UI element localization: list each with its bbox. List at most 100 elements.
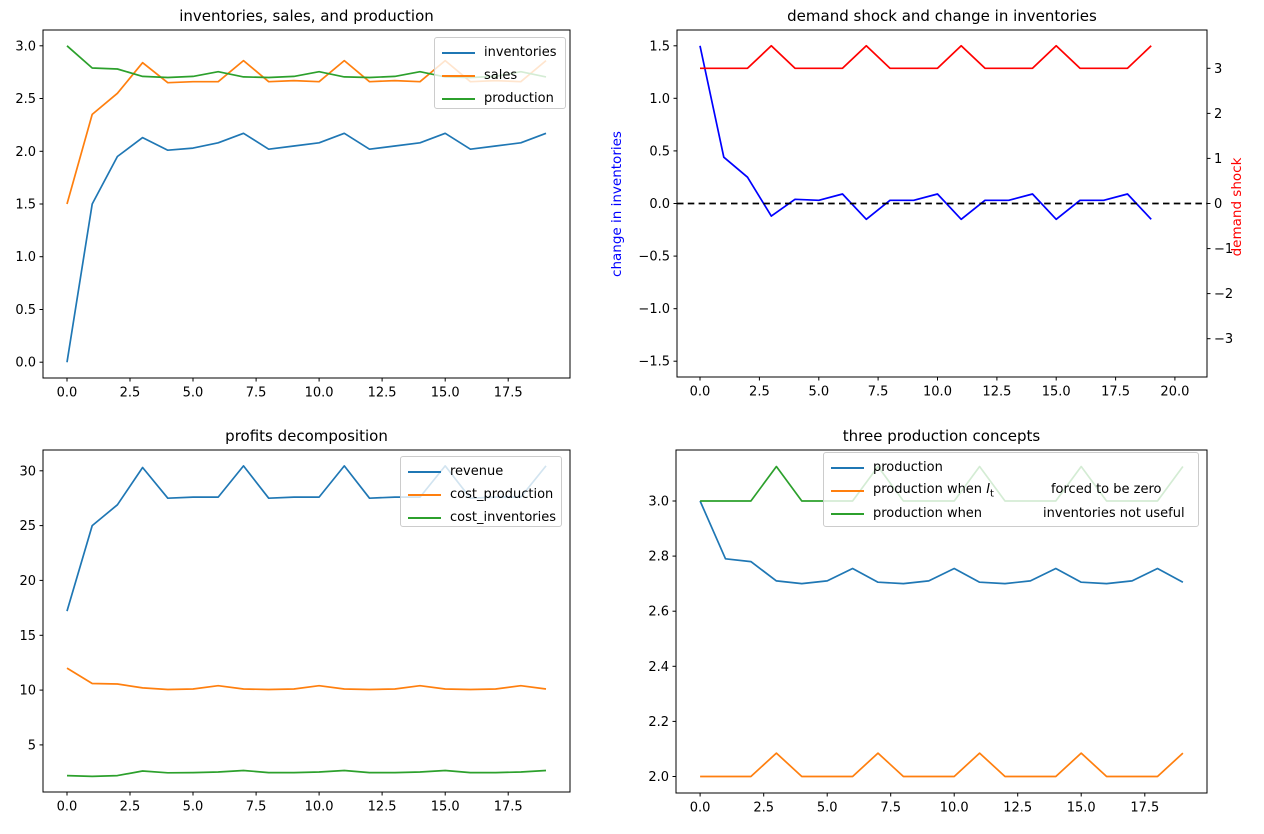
y-tick-label: −0.5 bbox=[638, 250, 670, 265]
y-tick-label: 0.5 bbox=[15, 303, 36, 318]
y-tick-label: 15 bbox=[19, 629, 36, 644]
legend-item: production bbox=[442, 87, 558, 110]
axes-frame bbox=[42, 449, 571, 793]
y-tick-label: 1.5 bbox=[649, 39, 670, 54]
x-tick-label: 10.0 bbox=[923, 385, 952, 400]
line-demand-shock bbox=[700, 44, 1152, 70]
legend-color-line bbox=[831, 512, 864, 515]
x-tick-label: 17.5 bbox=[1101, 385, 1130, 400]
x-tick-label: 5.0 bbox=[183, 386, 204, 401]
x-tick-label: 2.5 bbox=[749, 385, 770, 400]
legend-item: production when inventories not useful bbox=[831, 502, 1191, 525]
x-tick-label: 2.5 bbox=[120, 800, 141, 815]
y-tick-label: 3.0 bbox=[648, 495, 669, 510]
y-tick-label: 30 bbox=[19, 464, 36, 479]
right-y-tick-labels: 3 2 1 0 −1 −2 −3 bbox=[1207, 62, 1233, 347]
x-tick-label: 12.5 bbox=[368, 800, 397, 815]
chart-title-inventories-sales-production: inventories, sales, and production bbox=[179, 7, 434, 25]
y-tick-label: 2.0 bbox=[648, 770, 669, 785]
x-tick-label: 17.5 bbox=[494, 800, 523, 815]
x-tick-label: 7.5 bbox=[880, 801, 901, 816]
legend-color-line bbox=[442, 51, 475, 54]
x-tick-labels: 0.0 2.5 5.0 7.5 10.0 12.5 15.0 17.5 bbox=[57, 378, 523, 401]
axes-frame bbox=[675, 449, 1208, 794]
y-tick-label: 2.6 bbox=[648, 605, 669, 620]
legend-item: cost_production bbox=[408, 483, 554, 506]
x-tick-label: 5.0 bbox=[817, 801, 838, 816]
legend-item: revenue bbox=[408, 460, 554, 483]
x-tick-label: 7.5 bbox=[246, 800, 267, 815]
right-y-tick-label: 2 bbox=[1214, 107, 1222, 122]
subplot-profits-decomposition: 0.0 2.5 5.0 7.5 10.0 12.5 15.0 17.5 5 10 15 20 25 30 bbox=[19, 449, 571, 815]
x-tick-label: 7.5 bbox=[246, 386, 267, 401]
x-tick-label: 2.5 bbox=[120, 386, 141, 401]
x-tick-label: 5.0 bbox=[183, 800, 204, 815]
y-tick-label: 2.4 bbox=[648, 660, 669, 675]
x-tick-label: 10.0 bbox=[940, 801, 969, 816]
x-tick-label: 10.0 bbox=[305, 386, 334, 401]
x-tick-label: 0.0 bbox=[57, 800, 78, 815]
x-tick-label: 15.0 bbox=[431, 386, 460, 401]
right-y-tick-label: −2 bbox=[1214, 287, 1233, 302]
y-tick-label: 25 bbox=[19, 519, 36, 534]
legend-label: production when It forced to be zero bbox=[873, 481, 1162, 500]
line-cost-production bbox=[66, 667, 547, 691]
x-tick-label: 10.0 bbox=[305, 800, 334, 815]
x-tick-label: 17.5 bbox=[494, 386, 523, 401]
x-tick-label: 2.5 bbox=[753, 801, 774, 816]
x-tick-label: 12.5 bbox=[1003, 801, 1032, 816]
y-axis-label-change-in-inventories: change in inventories bbox=[609, 131, 625, 277]
y-axis-label-demand-shock: demand shock bbox=[1229, 157, 1245, 257]
line-change-in-inventories bbox=[699, 45, 1152, 221]
right-y-tick-label: 0 bbox=[1214, 197, 1222, 212]
y-tick-label: 10 bbox=[19, 684, 36, 699]
x-tick-label: 17.5 bbox=[1130, 801, 1159, 816]
y-tick-label: 1.0 bbox=[15, 250, 36, 265]
subplot-inventories-sales-production: 0.0 2.5 5.0 7.5 10.0 12.5 15.0 17.5 0.0 0.5 1.0 1.5… bbox=[15, 29, 571, 401]
right-y-tick-label: −1 bbox=[1214, 242, 1233, 257]
x-tick-labels: 0.0 2.5 5.0 7.5 10.0 12.5 15.0 17.5 bbox=[57, 792, 523, 815]
y-tick-labels: 0.0 0.5 1.0 1.5 2.0 2.5 3.0 bbox=[15, 39, 43, 371]
legend-label: inventories bbox=[484, 45, 557, 60]
legend-three-production-concepts: production production when It forced to be… bbox=[823, 452, 1199, 527]
x-tick-labels: 0.0 2.5 5.0 7.5 10.0 12.5 15.0 17.5 20.0 bbox=[690, 377, 1189, 400]
legend-inventories-sales-production: inventories sales production bbox=[434, 37, 566, 109]
legend-label: production bbox=[873, 460, 943, 475]
legend-item: production bbox=[831, 456, 1191, 479]
legend-color-line bbox=[831, 466, 864, 469]
y-tick-labels: 5 10 15 20 25 30 bbox=[19, 464, 43, 753]
y-tick-label: 0.5 bbox=[649, 144, 670, 159]
y-tick-label: 1.5 bbox=[15, 198, 36, 213]
legend-label: production when inventories not useful bbox=[873, 506, 1185, 521]
legend-item: cost_inventories bbox=[408, 506, 557, 529]
legend-label: revenue bbox=[450, 464, 504, 479]
right-y-tick-label: 3 bbox=[1214, 62, 1222, 77]
y-tick-label: 2.0 bbox=[15, 145, 36, 160]
legend-label: cost_inventories bbox=[450, 510, 557, 525]
x-tick-label: 0.0 bbox=[57, 386, 78, 401]
line-cost-inventories bbox=[66, 769, 547, 778]
x-tick-label: 15.0 bbox=[1042, 385, 1071, 400]
x-tick-label: 20.0 bbox=[1160, 385, 1189, 400]
y-tick-label: 0.0 bbox=[649, 197, 670, 212]
legend-color-line bbox=[408, 470, 441, 473]
x-tick-label: 12.5 bbox=[368, 386, 397, 401]
chart-title-three-production-concepts: three production concepts bbox=[842, 427, 1041, 445]
y-tick-labels: 2.0 2.2 2.4 2.6 2.8 3.0 bbox=[648, 495, 676, 785]
legend-color-line bbox=[408, 493, 441, 496]
legend-color-line bbox=[831, 489, 864, 492]
y-tick-label: −1.0 bbox=[638, 302, 670, 317]
x-tick-label: 12.5 bbox=[982, 385, 1011, 400]
line-production-when-i-t-forced-to-be-zero bbox=[700, 752, 1184, 778]
x-tick-label: 0.0 bbox=[690, 385, 711, 400]
chart-title-profits-decomposition: profits decomposition bbox=[225, 427, 388, 445]
x-tick-label: 0.0 bbox=[690, 801, 711, 816]
y-tick-label: 3.0 bbox=[15, 39, 36, 54]
x-tick-label: 15.0 bbox=[1067, 801, 1096, 816]
y-tick-label: 2.8 bbox=[648, 550, 669, 565]
x-tick-label: 5.0 bbox=[808, 385, 829, 400]
x-tick-label: 7.5 bbox=[868, 385, 889, 400]
line-inventories bbox=[66, 132, 547, 363]
